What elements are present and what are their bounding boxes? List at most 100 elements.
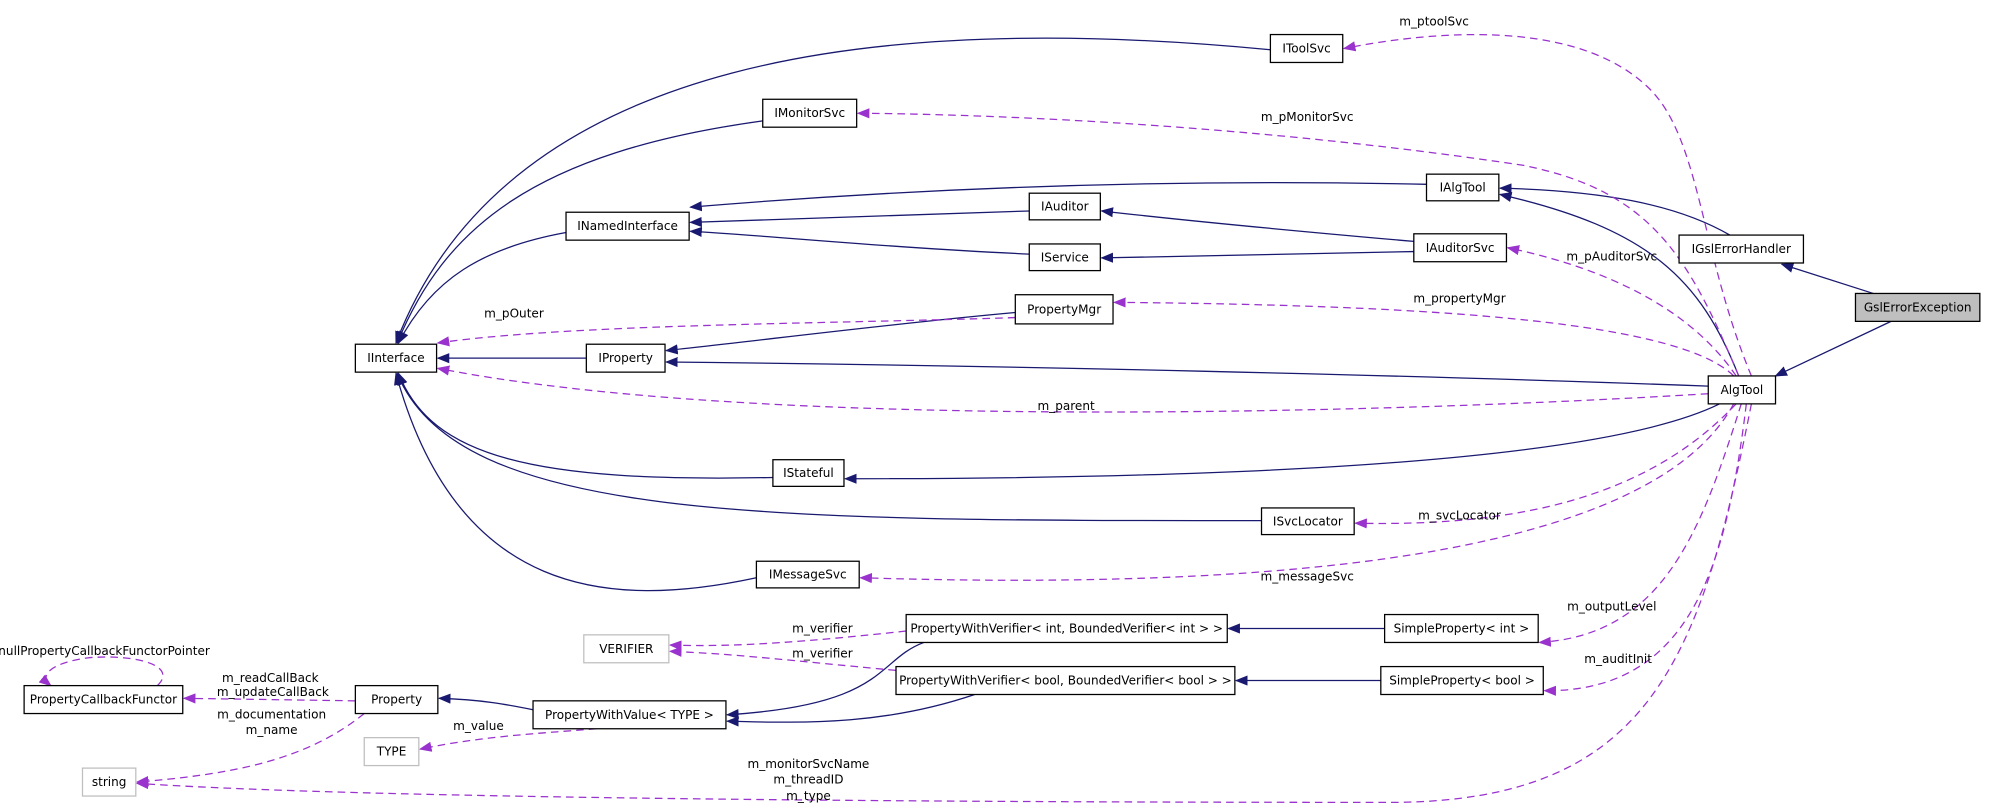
edge-igslerrorhandler-to-ialgtool [1498, 183, 1731, 236]
edge-parent [436, 365, 1709, 413]
node-label: IMonitorSvc [774, 106, 845, 120]
node-label: PropertyMgr [1027, 302, 1101, 316]
edge-algtool-to-istateful [843, 403, 1720, 484]
edge-callbacks [182, 693, 356, 704]
inheritance-edges [394, 37, 1892, 727]
edge-imonitorsvc-to-iinterface [396, 120, 763, 345]
edge-pauditorsvc [1506, 245, 1737, 377]
node-label: IService [1041, 250, 1089, 264]
edge-value [418, 728, 597, 752]
edge-algtool-to-iproperty [665, 357, 1709, 387]
node-iproperty[interactable]: IProperty [585, 343, 666, 373]
node-label: IToolSvc [1282, 42, 1330, 56]
node-label: Property [371, 693, 422, 707]
label-svclocator: m_svcLocator [1418, 508, 1501, 522]
label-monitorsvcname: m_monitorSvcName [748, 757, 870, 771]
label-updatecallback: m_updateCallBack [217, 685, 329, 699]
edge-iauditorsvc-to-iauditor [1100, 207, 1414, 243]
node-iauditorsvc[interactable]: IAuditorSvc [1413, 233, 1508, 263]
edge-auditinit [1543, 403, 1747, 696]
node-label: PropertyWithValue< TYPE > [545, 708, 714, 722]
node-iinterface[interactable]: IInterface [354, 343, 438, 373]
edge-pwvint-to-pwv [725, 641, 925, 720]
node-label: PropertyCallbackFunctor [30, 693, 177, 707]
edge-ptoolsvc [1342, 33, 1752, 377]
nodes: IToolSvc IMonitorSvc IAlgTool INamedInte… [23, 33, 1981, 797]
edge-iauditorsvc-to-iservice [1100, 250, 1414, 263]
node-label: SimpleProperty< int > [1394, 622, 1530, 636]
node-propertywithvalue[interactable]: PropertyWithValue< TYPE > [532, 700, 727, 730]
label-parent: m_parent [1037, 399, 1095, 413]
node-imessagesvc[interactable]: IMessageSvc [755, 560, 860, 589]
edge-verifier-bool [668, 646, 897, 672]
label-ptoolsvc: m_ptoolSvc [1399, 15, 1469, 29]
edge-string-from-property [135, 713, 365, 787]
node-label: SimpleProperty< bool > [1389, 674, 1535, 688]
node-label: IAlgTool [1440, 180, 1486, 194]
node-istateful[interactable]: IStateful [772, 459, 845, 487]
node-propertycallbackfunctor[interactable]: PropertyCallbackFunctor [23, 684, 184, 715]
node-property[interactable]: Property [354, 684, 439, 715]
node-label: TYPE [376, 745, 407, 759]
edge-gslerrorexception-to-algtool [1774, 320, 1892, 377]
node-propertywithverifier-int[interactable]: PropertyWithVerifier< int, BoundedVerifi… [905, 613, 1228, 644]
node-label: IAuditor [1041, 200, 1089, 214]
node-propertymgr[interactable]: PropertyMgr [1014, 294, 1114, 325]
label-verifier-bool: m_verifier [792, 647, 853, 661]
label-verifier-int: m_verifier [792, 621, 853, 635]
node-inamedinterface[interactable]: INamedInterface [565, 211, 690, 241]
node-label: AlgTool [1721, 383, 1764, 397]
label-name: m_name [246, 723, 298, 737]
node-propertywithverifier-bool[interactable]: PropertyWithVerifier< bool, BoundedVerif… [895, 665, 1236, 696]
edge-string-from-algtool [135, 403, 1753, 804]
node-imonitorsvc[interactable]: IMonitorSvc [762, 98, 858, 128]
label-pauditorsvc: m_pAuditorSvc [1566, 249, 1657, 263]
node-type: TYPE [363, 737, 420, 767]
node-iauditor[interactable]: IAuditor [1028, 192, 1101, 221]
node-label: ISvcLocator [1273, 514, 1343, 528]
label-value: m_value [453, 719, 504, 733]
edge-propertymgr [1113, 297, 1735, 377]
node-label: string [92, 775, 127, 789]
edge-iauditor-to-inamedinterface [689, 210, 1030, 228]
node-string: string [81, 767, 137, 797]
node-iservice[interactable]: IService [1028, 243, 1101, 272]
label-pmonitorsvc: m_pMonitorSvc [1261, 110, 1354, 124]
node-isvclocator[interactable]: ISvcLocator [1260, 507, 1355, 536]
node-gslerrorexception: GslErrorException [1854, 292, 1981, 323]
node-label: IGslErrorHandler [1692, 242, 1791, 256]
edge-pwv-to-property [437, 693, 534, 711]
node-algtool[interactable]: AlgTool [1707, 375, 1777, 405]
node-label: VERIFIER [599, 642, 654, 656]
node-label: IStateful [783, 466, 834, 480]
node-simpleproperty-bool[interactable]: SimpleProperty< bool > [1380, 665, 1544, 696]
edge-null-pointer-self [38, 656, 164, 687]
label-null-pointer: nullPropertyCallbackFunctorPointer [0, 644, 210, 658]
node-itoolsvc[interactable]: IToolSvc [1269, 33, 1344, 64]
edge-messagesvc [859, 403, 1735, 584]
label-messagesvc: m_messageSvc [1261, 569, 1354, 583]
node-label: PropertyWithVerifier< int, BoundedVerifi… [910, 622, 1223, 636]
edge-propertymgr-to-iproperty [665, 311, 1016, 355]
edge-namedinterface-to-iinterface [397, 231, 567, 345]
node-label: GslErrorException [1864, 300, 1972, 314]
label-outputlevel: m_outputLevel [1567, 600, 1656, 614]
node-label: IInterface [367, 351, 425, 365]
edge-iservice-to-inamedinterface [689, 226, 1030, 255]
edge-pouter [436, 316, 1016, 347]
node-label: INamedInterface [577, 219, 678, 233]
node-label: IAuditorSvc [1426, 241, 1495, 255]
node-verifier: VERIFIER [583, 634, 670, 664]
edge-verifier-int [668, 630, 907, 651]
node-label: IProperty [598, 351, 653, 365]
edge-itoolsvc-to-iinterface [395, 37, 1271, 345]
node-label: IMessageSvc [769, 568, 847, 582]
edge-imessagesvc-to-iinterface [394, 372, 757, 592]
node-ialgtool[interactable]: IAlgTool [1425, 173, 1500, 202]
node-simpleproperty-int[interactable]: SimpleProperty< int > [1383, 613, 1539, 644]
edge-outputlevel [1538, 403, 1742, 647]
label-readcallback: m_readCallBack [222, 671, 319, 685]
label-auditinit: m_auditInit [1584, 652, 1652, 666]
label-documentation: m_documentation [217, 708, 326, 722]
node-igslerrorhandler[interactable]: IGslErrorHandler [1678, 234, 1805, 264]
